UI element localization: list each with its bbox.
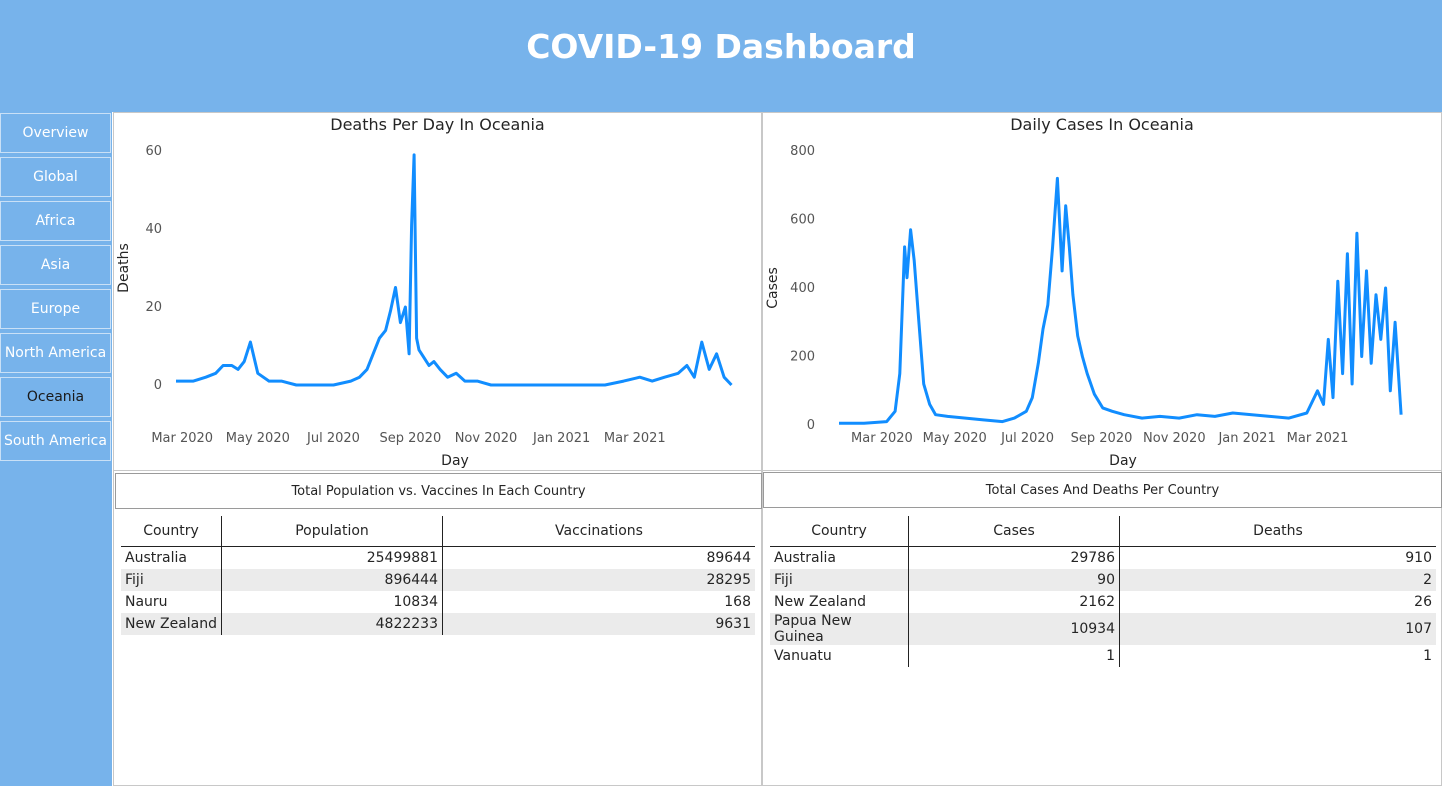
cell-cases: 1 xyxy=(908,645,1120,667)
cell-vaccinations: 9631 xyxy=(442,613,755,635)
x-tick-label: Jul 2020 xyxy=(306,431,360,446)
cell-vaccinations: 28295 xyxy=(442,569,755,591)
y-tick-label: 200 xyxy=(790,350,815,365)
table-row: Australia 25499881 89644 xyxy=(121,546,755,569)
y-tick-label: 20 xyxy=(145,300,162,315)
sidebar-item-africa[interactable]: Africa xyxy=(0,201,111,241)
x-tick-label: Mar 2021 xyxy=(1287,431,1349,446)
cell-country: Australia xyxy=(121,546,222,569)
column-header-country[interactable]: Country xyxy=(121,516,222,547)
cell-deaths: 107 xyxy=(1119,613,1436,645)
cell-country: New Zealand xyxy=(121,613,222,635)
x-tick-label: Nov 2020 xyxy=(455,431,518,446)
cell-deaths: 910 xyxy=(1405,550,1432,566)
cases-chart-title: Daily Cases In Oceania xyxy=(1010,115,1194,134)
cell-country: Vanuatu xyxy=(770,645,909,667)
cell-population: 4822233 xyxy=(221,613,443,635)
cell-country: Australia xyxy=(770,546,909,569)
y-axis-label: Deaths xyxy=(116,243,132,293)
y-tick-label: 800 xyxy=(790,144,815,159)
cell-country: Papua New Guinea xyxy=(770,613,909,645)
x-tick-label: Mar 2020 xyxy=(151,431,213,446)
x-tick-label: Mar 2021 xyxy=(604,431,666,446)
cell-country: Fiji xyxy=(121,569,222,591)
x-tick-label: Jul 2020 xyxy=(1000,431,1054,446)
sidebar-item-overview[interactable]: Overview xyxy=(0,113,111,153)
x-tick-label: Nov 2020 xyxy=(1143,431,1206,446)
sidebar-item-global[interactable]: Global xyxy=(0,157,111,197)
table-row: Fiji 90 2 xyxy=(770,569,1436,591)
sidebar: Overview Global Africa Asia Europe North… xyxy=(0,112,112,786)
cell-cases: 10934 xyxy=(908,613,1120,645)
sidebar-item-oceania[interactable]: Oceania xyxy=(0,377,111,417)
x-tick-label: May 2020 xyxy=(923,431,987,446)
header-banner: COVID-19 Dashboard xyxy=(0,0,1442,112)
y-tick-label: 0 xyxy=(807,418,815,433)
cell-cases: 90 xyxy=(908,569,1120,591)
cell-deaths: 1 xyxy=(1423,648,1432,664)
page-title: COVID-19 Dashboard xyxy=(526,27,916,66)
cell-population: 10834 xyxy=(221,591,443,613)
column-header-population[interactable]: Population xyxy=(221,516,443,547)
sidebar-item-europe[interactable]: Europe xyxy=(0,289,111,329)
cell-cases: 29786 xyxy=(908,546,1120,569)
population-table-title: Total Population vs. Vaccines In Each Co… xyxy=(115,473,762,509)
x-axis-label: Day xyxy=(441,453,469,469)
x-tick-label: Jan 2021 xyxy=(1217,431,1275,446)
x-tick-label: May 2020 xyxy=(226,431,290,446)
cell-cases: 2162 xyxy=(908,591,1120,613)
x-tick-label: Sep 2020 xyxy=(380,431,442,446)
table-row: Nauru 10834 168 xyxy=(121,591,755,613)
table-row: Papua New Guinea 10934 107 xyxy=(770,613,1436,645)
cell-population: 25499881 xyxy=(221,546,443,569)
deaths-chart-panel: Deaths Per Day In Oceania 0 20 40 60 Mar 202… xyxy=(113,112,762,471)
cell-country: Nauru xyxy=(121,591,222,613)
x-tick-label: Jan 2021 xyxy=(532,431,590,446)
cases-chart: 0 200 400 600 800 Mar 2020 May 2020 Jul 2020 Sep… xyxy=(765,144,1403,469)
cases-table: Country Cases Deaths Australia 29786 910… xyxy=(770,516,1436,667)
deaths-chart: 0 20 40 60 Mar 2020 May 2020 Jul 2020 Sep 2020 N… xyxy=(116,144,733,469)
y-axis-label: Cases xyxy=(765,267,781,309)
series-line xyxy=(176,153,733,387)
column-header-vaccinations[interactable]: Vaccinations xyxy=(442,516,755,547)
column-header-country[interactable]: Country xyxy=(770,516,909,547)
y-tick-label: 60 xyxy=(145,144,162,159)
table-row: New Zealand 4822233 9631 xyxy=(121,613,755,635)
y-tick-label: 0 xyxy=(154,378,162,393)
sidebar-item-south-america[interactable]: South America xyxy=(0,421,111,461)
cases-chart-panel: Daily Cases In Oceania 0 200 400 600 800 Mar … xyxy=(762,112,1442,471)
y-tick-label: 40 xyxy=(145,222,162,237)
y-tick-label: 600 xyxy=(790,213,815,228)
cell-deaths: 2 xyxy=(1119,569,1436,591)
cell-population: 896444 xyxy=(221,569,443,591)
x-tick-label: Mar 2020 xyxy=(851,431,913,446)
cell-vaccinations: 89644 xyxy=(706,550,751,566)
sidebar-item-north-america[interactable]: North America xyxy=(0,333,111,373)
table-row: New Zealand 2162 26 xyxy=(770,591,1436,613)
cell-deaths: 26 xyxy=(1414,594,1432,610)
cell-country: New Zealand xyxy=(770,591,909,613)
population-table: Country Population Vaccinations Australi… xyxy=(121,516,755,635)
cell-vaccinations: 168 xyxy=(724,594,751,610)
table-row: Fiji 896444 28295 xyxy=(121,569,755,591)
series-line xyxy=(839,176,1403,425)
deaths-chart-title: Deaths Per Day In Oceania xyxy=(330,115,545,134)
column-header-cases[interactable]: Cases xyxy=(908,516,1120,547)
column-header-deaths[interactable]: Deaths xyxy=(1119,516,1436,547)
table-row: Australia 29786 910 xyxy=(770,546,1436,569)
cell-country: Fiji xyxy=(770,569,909,591)
cases-table-title: Total Cases And Deaths Per Country xyxy=(763,472,1442,508)
x-axis-label: Day xyxy=(1109,453,1137,469)
table-row: Vanuatu 1 1 xyxy=(770,645,1436,667)
sidebar-item-asia[interactable]: Asia xyxy=(0,245,111,285)
y-tick-label: 400 xyxy=(790,281,815,296)
x-tick-label: Sep 2020 xyxy=(1071,431,1133,446)
